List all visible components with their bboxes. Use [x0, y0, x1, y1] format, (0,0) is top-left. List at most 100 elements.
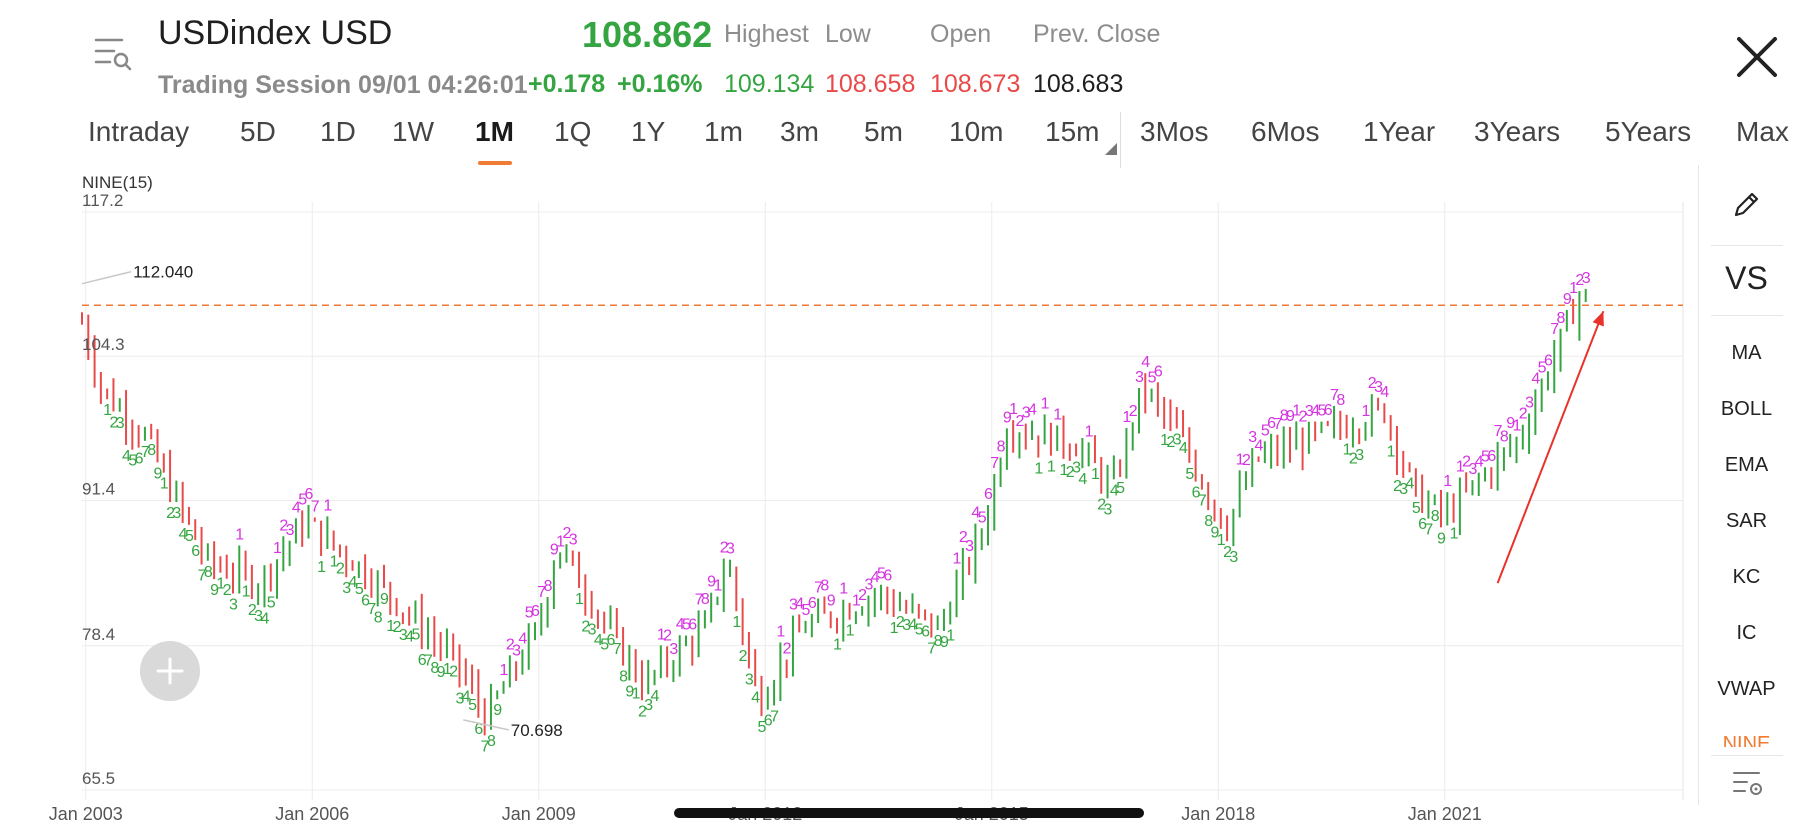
tab-5years[interactable]: 5Years: [1605, 116, 1692, 147]
highest-label: Highest: [724, 20, 809, 48]
close-icon[interactable]: [1730, 30, 1784, 84]
nine-count: 3: [1468, 461, 1477, 478]
nine-count: 1: [317, 559, 326, 576]
nine-count: 9: [1437, 530, 1446, 547]
nine-count: 8: [544, 578, 553, 595]
nine-count: 1: [657, 626, 666, 643]
nine-count: 5: [411, 627, 420, 644]
nine-count: 9: [1286, 408, 1295, 425]
chart-settings-icon[interactable]: [1699, 765, 1794, 807]
nine-count: 2: [1097, 497, 1106, 514]
nine-count: 2: [1066, 464, 1075, 481]
tab-5min[interactable]: 5m: [864, 116, 903, 147]
max-label: 112.040: [133, 263, 193, 282]
tab-1m[interactable]: 1M: [475, 116, 514, 147]
tab-10min[interactable]: 10m: [949, 116, 1004, 147]
nine-count: 5: [802, 602, 811, 619]
nine-count: 3: [1229, 549, 1238, 566]
draw-pencil-icon[interactable]: [1699, 187, 1794, 227]
tab-3years[interactable]: 3Years: [1474, 116, 1561, 147]
nine-count: 1: [1160, 432, 1169, 449]
nine-count: 2: [959, 529, 968, 546]
tab-3min[interactable]: 3m: [780, 116, 819, 147]
nine-count: 1: [242, 584, 251, 601]
nine-count: 7: [1550, 321, 1559, 338]
nine-count: 6: [305, 486, 314, 503]
tab-1min[interactable]: 1m: [704, 116, 743, 147]
indicator-ma[interactable]: MA: [1731, 342, 1762, 364]
nine-count: 8: [1431, 508, 1440, 525]
nine-count: 3: [1355, 447, 1364, 464]
nine-count: 3: [1104, 501, 1113, 518]
open-label: Open: [930, 20, 992, 48]
nine-count: 4: [594, 632, 603, 649]
tab-5d[interactable]: 5D: [240, 116, 276, 147]
tab-3mos[interactable]: 3Mos: [1140, 116, 1209, 147]
indicator-ic[interactable]: IC: [1736, 622, 1757, 644]
tab-intraday[interactable]: Intraday: [88, 116, 190, 147]
nine-count: 3: [789, 597, 798, 614]
prev-close-value: 108.683: [1033, 70, 1124, 98]
nine-count: 8: [701, 591, 710, 608]
minute-menu-corner-icon[interactable]: [1105, 143, 1117, 155]
nine-count: 2: [638, 703, 647, 720]
nine-count: 4: [405, 629, 414, 646]
nine-count: 2: [1299, 408, 1308, 425]
indicator-nine[interactable]: NINE: [1722, 733, 1771, 747]
nine-count: 1: [1343, 441, 1352, 458]
nine-count: 9: [1003, 409, 1012, 426]
nine-count: 9: [1211, 525, 1220, 542]
nine-count: 2: [166, 505, 175, 522]
nine-count: 1: [1236, 451, 1245, 468]
nine-count: 1: [575, 591, 584, 608]
trend-arrow-head: [1592, 311, 1604, 327]
indicator-sar[interactable]: SAR: [1725, 510, 1768, 532]
nine-count: 4: [1110, 482, 1119, 499]
nine-count: 5: [758, 719, 767, 736]
nine-count: 1: [235, 527, 244, 544]
compare-button[interactable]: VS: [1725, 260, 1768, 296]
nine-count: 1: [1041, 395, 1050, 412]
tab-1year[interactable]: 1Year: [1363, 116, 1436, 147]
highest-value: 109.134: [724, 70, 815, 98]
nine-count: 1: [713, 578, 722, 595]
tab-1d[interactable]: 1D: [320, 116, 356, 147]
nine-count: 1: [1053, 406, 1062, 423]
nine-count: 1: [632, 685, 641, 702]
nine-count: 8: [1336, 392, 1345, 409]
tab-1y[interactable]: 1Y: [631, 116, 666, 147]
nine-count: 2: [1575, 272, 1584, 289]
nine-count: 8: [997, 439, 1006, 456]
nine-count: 4: [1028, 402, 1037, 419]
indicator-kc[interactable]: KC: [1732, 566, 1761, 588]
nine-count: 8: [820, 577, 829, 594]
nine-count: 5: [978, 509, 987, 526]
tab-15min[interactable]: 15m: [1045, 116, 1100, 147]
add-icon[interactable]: [140, 641, 200, 701]
nine-count: 4: [292, 499, 301, 516]
period-tabs: Intraday 5D 1D 1W 1M 1Q 1Y 1m 3m 5m 10m …: [0, 112, 1817, 172]
indicator-vwap[interactable]: VWAP: [1717, 678, 1776, 700]
nine-count: 3: [1305, 403, 1314, 420]
nine-count: 6: [1418, 516, 1427, 533]
nine-count: 3: [1173, 432, 1182, 449]
nine-count: 9: [437, 664, 446, 681]
nine-count: 3: [1248, 429, 1257, 446]
nine-count: 4: [1406, 475, 1415, 492]
nine-count: 4: [795, 595, 804, 612]
price-chart[interactable]: 1234567891234567891231123451234567111234…: [0, 190, 1700, 820]
nine-count: 7: [1424, 522, 1433, 539]
nine-count: 3: [588, 622, 597, 639]
indicator-boll[interactable]: BOLL: [1720, 398, 1773, 420]
nine-count: 1: [330, 554, 339, 571]
nine-count: 9: [625, 683, 634, 700]
tab-6mos[interactable]: 6Mos: [1251, 116, 1320, 147]
nine-count: 1: [1091, 466, 1100, 483]
tab-divider: [1120, 112, 1121, 168]
indicator-ema[interactable]: EMA: [1724, 454, 1769, 476]
tab-1w[interactable]: 1W: [392, 116, 434, 147]
nine-count: 2: [1129, 403, 1138, 420]
tab-max[interactable]: Max: [1736, 116, 1789, 147]
tab-1q[interactable]: 1Q: [554, 116, 592, 147]
menu-search-icon[interactable]: [88, 30, 136, 78]
